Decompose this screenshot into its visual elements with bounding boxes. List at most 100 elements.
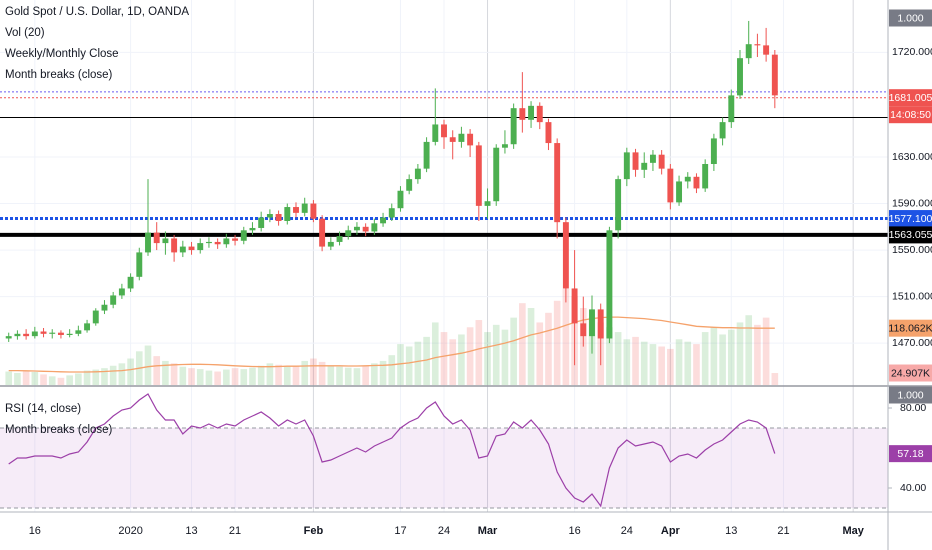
x-tick-label: Feb — [304, 525, 324, 537]
price-label: 1681.005 — [889, 92, 932, 104]
volume-bar — [527, 308, 535, 385]
volume-bar — [231, 368, 239, 385]
candle-body — [31, 331, 38, 337]
candle-body — [275, 214, 282, 221]
candle-body — [284, 207, 291, 221]
candle-body — [545, 122, 552, 144]
volume-bar — [362, 365, 369, 385]
volume-bar — [519, 303, 526, 385]
candle-body — [580, 323, 587, 337]
volume-bar — [640, 341, 648, 385]
volume-bar — [336, 366, 343, 385]
candle-body — [641, 162, 648, 170]
candle-body — [66, 333, 73, 335]
volume-bar — [118, 363, 126, 385]
candle-body — [345, 230, 352, 237]
candle-body — [658, 154, 665, 169]
x-tick-label: Mar — [478, 525, 498, 537]
scale-label: 1.000 — [897, 12, 923, 24]
volume-bar — [649, 344, 657, 385]
volume-bar — [179, 366, 187, 385]
volume-bar — [66, 375, 73, 385]
volume-bar — [484, 332, 491, 385]
volume-bar — [371, 363, 378, 385]
volume-bar — [48, 376, 56, 385]
candle-body — [441, 124, 447, 138]
volume-bar — [144, 345, 152, 385]
candle-body — [693, 176, 700, 189]
candle-body — [14, 333, 21, 337]
candle-body — [388, 208, 395, 218]
countdown-box — [889, 106, 932, 124]
volume-bar — [57, 377, 65, 385]
price-label-box — [889, 89, 932, 107]
volume-bar — [14, 372, 21, 385]
volume-bar — [536, 322, 544, 385]
volume-bar — [562, 288, 570, 385]
candle-body — [475, 145, 482, 206]
candle-body — [467, 133, 474, 146]
y-tick-label: 1510.000 — [892, 290, 932, 302]
candle-body — [205, 241, 212, 244]
candle-body — [571, 288, 578, 324]
x-tick-label: 17 — [394, 525, 406, 537]
volume-bar — [658, 346, 665, 385]
candle-body — [597, 309, 604, 339]
volume-bar — [771, 373, 779, 385]
candle-body — [362, 226, 369, 232]
candle-body — [449, 137, 456, 142]
candle-body — [310, 203, 317, 219]
candle-body — [754, 44, 761, 46]
candle-body — [484, 201, 491, 206]
candle-body — [667, 168, 674, 203]
price-label-box — [889, 445, 932, 463]
candle-body — [763, 45, 770, 55]
volume-bar — [196, 369, 204, 385]
candle-body — [510, 108, 517, 145]
volume-bar — [275, 364, 282, 385]
candle-body — [57, 332, 64, 335]
scale-label-box — [889, 9, 932, 27]
volume-bar — [379, 360, 387, 385]
volume-bar — [762, 317, 770, 385]
volume-ma-line — [8, 316, 775, 373]
candle-body — [353, 226, 360, 231]
candle-body — [615, 179, 622, 231]
candle-body — [606, 230, 613, 339]
candle-body — [171, 238, 178, 253]
candle-body — [145, 232, 151, 253]
volume-bar — [249, 367, 256, 385]
candle-body — [49, 332, 56, 334]
candle-body — [397, 190, 404, 209]
volume-bar — [397, 344, 404, 385]
candle-body — [676, 181, 683, 203]
candle-body — [258, 217, 265, 228]
candle-body — [240, 230, 247, 241]
plot-layer: 16 2020 13 21 Feb 17 24 Mar 16 24 Apr 13 21 May 1470.0… — [0, 0, 932, 537]
y-tick-label: 1470.000 — [892, 337, 932, 349]
volume-bar — [40, 374, 47, 385]
volume-bar — [545, 312, 552, 385]
volume-bar — [667, 348, 674, 385]
volume-bar — [684, 341, 692, 385]
candle-body — [737, 58, 743, 96]
volume-bar — [344, 367, 352, 385]
legend-item: Month breaks (close) — [5, 424, 113, 436]
volume-bar — [83, 370, 91, 385]
price-label: 1577.100 — [889, 213, 932, 225]
y-tick-label: 1720.000 — [892, 46, 932, 58]
volume-bar — [501, 329, 509, 385]
price-label-box — [889, 210, 932, 228]
volume-bar — [606, 327, 613, 385]
candle-body — [40, 331, 47, 334]
volume-bar — [719, 334, 726, 385]
candle-body — [319, 218, 326, 247]
volume-bar — [710, 327, 718, 385]
candle-body — [84, 323, 91, 331]
candle-body — [110, 295, 117, 305]
x-tick-label: 21 — [229, 525, 241, 537]
volume-bar — [240, 369, 248, 385]
candle-body — [232, 238, 239, 241]
volume-bar — [266, 363, 274, 385]
candle-body — [406, 179, 413, 191]
